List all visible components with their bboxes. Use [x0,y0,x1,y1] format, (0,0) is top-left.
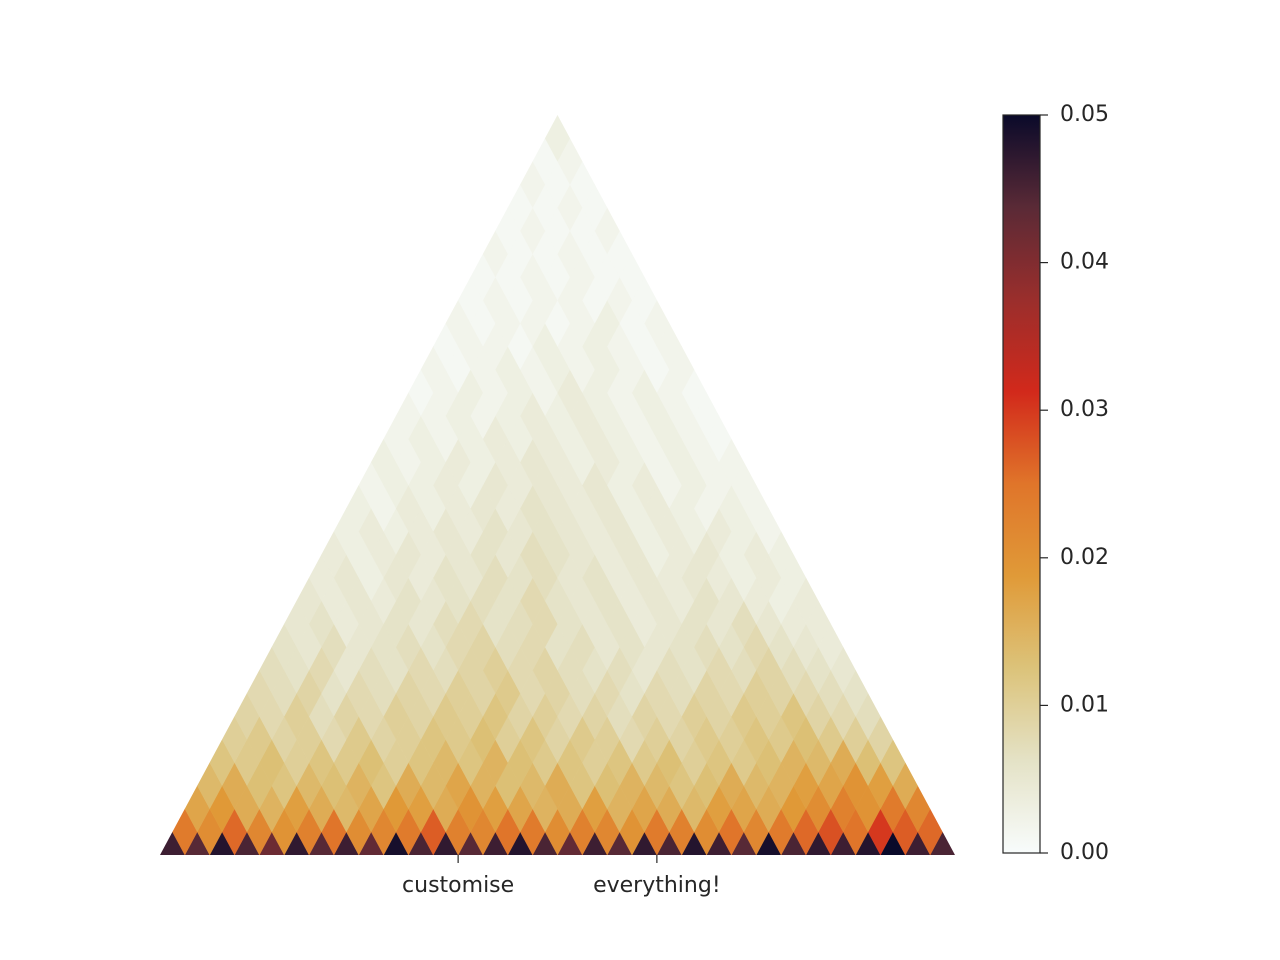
colorbar-tick-label: 0.04 [1060,250,1109,275]
colorbar-tick-label: 0.03 [1060,397,1109,422]
x-tick-label: everything! [593,873,721,898]
heatmap [160,115,955,855]
colorbar-tick-label: 0.01 [1060,692,1109,717]
x-tick-label: customise [402,873,514,898]
colorbar-tick-label: 0.02 [1060,545,1109,570]
colorbar-tick-label: 0.05 [1060,102,1109,127]
heatmap-cell [544,115,571,162]
colorbar [1002,114,1041,854]
colorbar-tick-label: 0.00 [1060,840,1109,865]
